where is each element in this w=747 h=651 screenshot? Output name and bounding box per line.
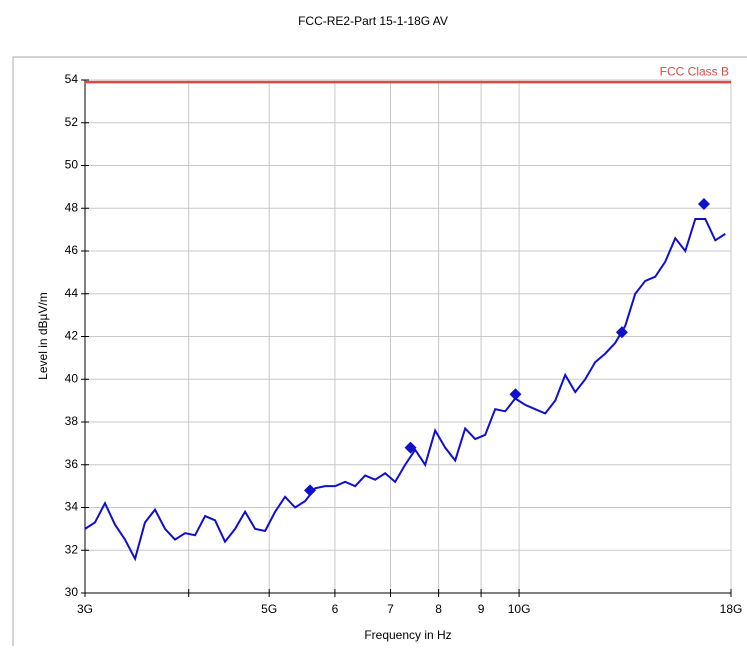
- y-tick-label: 40: [65, 371, 79, 385]
- x-tick-label: 10G: [508, 602, 531, 616]
- peak-marker: [304, 484, 317, 497]
- peak-marker: [697, 197, 710, 210]
- x-tick-label: 3G: [77, 602, 93, 616]
- peak-marker: [615, 326, 628, 339]
- y-tick-label: 42: [65, 329, 79, 343]
- x-tick-label: 18G: [720, 602, 743, 616]
- y-tick-label: 38: [65, 414, 79, 428]
- peak-marker: [404, 441, 417, 454]
- x-tick-label: 6: [332, 602, 339, 616]
- y-tick-label: 52: [65, 115, 79, 129]
- frame: [12, 56, 747, 651]
- y-tick-label: 30: [65, 585, 79, 599]
- x-tick-label: 5G: [261, 602, 277, 616]
- x-tick-label: 8: [435, 602, 442, 616]
- x-axis-label: Frequency in Hz: [364, 628, 451, 642]
- y-tick-label: 44: [65, 286, 79, 300]
- limit-label: FCC Class B: [660, 64, 729, 78]
- x-tick-label: 7: [387, 602, 394, 616]
- y-tick-label: 34: [65, 500, 79, 514]
- y-tick-label: 54: [65, 72, 79, 86]
- peak-marker: [509, 388, 522, 401]
- y-tick-label: 48: [65, 200, 79, 214]
- trace-line: [84, 217, 726, 562]
- y-axis-label: Level in dBµV/m: [36, 292, 50, 380]
- x-tick-label: 9: [478, 602, 485, 616]
- y-tick-label: 46: [65, 243, 79, 257]
- y-tick-label: 50: [65, 158, 79, 172]
- y-tick-label: 32: [65, 542, 79, 556]
- chart-title: FCC-RE2-Part 15-1-18G AV: [298, 14, 448, 28]
- y-tick-label: 36: [65, 457, 79, 471]
